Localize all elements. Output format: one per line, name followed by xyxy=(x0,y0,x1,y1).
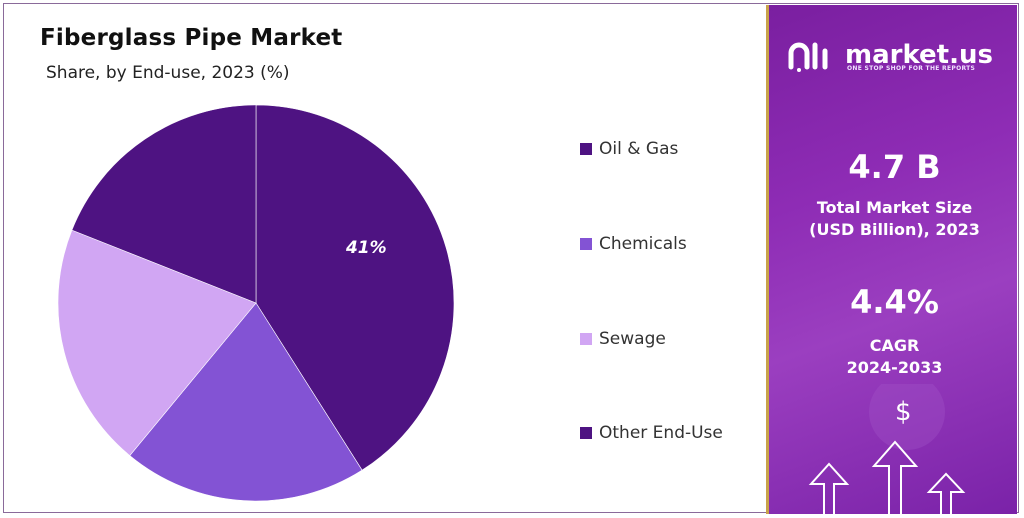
legend-item-oil-gas: Oil & Gas xyxy=(580,139,678,159)
legend-label: Chemicals xyxy=(599,234,687,254)
chart-subtitle: Share, by End-use, 2023 (%) xyxy=(46,63,290,83)
legend-label: Other End-Use xyxy=(599,423,723,443)
arrow-up-icon xyxy=(926,472,966,514)
legend-swatch xyxy=(580,427,592,439)
legend-swatch xyxy=(580,143,592,155)
legend-label: Sewage xyxy=(599,329,666,349)
pie-slice-chemicals xyxy=(129,302,363,502)
pie-slice-other-end-use xyxy=(71,104,257,304)
market-size-label-line2: (USD Billion), 2023 xyxy=(809,220,980,239)
market-us-logo-icon xyxy=(788,42,828,72)
dollar-icon: $ xyxy=(895,397,912,427)
summary-sidebar: market.us ONE STOP SHOP FOR THE REPORTS … xyxy=(766,5,1017,514)
brand-name: market.us xyxy=(845,40,993,70)
arrow-up-icon xyxy=(808,462,850,514)
pie-chart: 41% xyxy=(57,104,455,502)
market-size-value: 4.7 B xyxy=(848,148,941,186)
pie-data-label: 41% xyxy=(345,238,387,258)
legend-item-other-end-use: Other End-Use xyxy=(580,423,723,443)
pie-slice-sewage xyxy=(57,229,257,456)
coin-circle-shape xyxy=(869,384,945,450)
brand-tagline: ONE STOP SHOP FOR THE REPORTS xyxy=(847,65,976,72)
cagr-value: 4.4% xyxy=(850,283,939,321)
cagr-label-line1: CAGR xyxy=(869,336,920,355)
arrow-up-icon xyxy=(871,440,919,514)
growth-arrows-graphic: $ xyxy=(808,384,966,514)
legend-label: Oil & Gas xyxy=(599,139,679,159)
legend-item-chemicals: Chemicals xyxy=(580,234,687,254)
market-size-label-line1: Total Market Size xyxy=(816,198,973,217)
chart-panel: Fiberglass Pipe Market Share, by End-use… xyxy=(3,3,765,515)
pie-slice-oil-gas xyxy=(255,104,455,471)
legend-item-sewage: Sewage xyxy=(580,329,666,349)
legend-swatch xyxy=(580,238,592,250)
chart-title: Fiberglass Pipe Market xyxy=(40,25,343,51)
cagr-label-line2: 2024-2033 xyxy=(846,358,943,377)
brand-row: market.us xyxy=(787,37,993,73)
legend-swatch xyxy=(580,333,592,345)
